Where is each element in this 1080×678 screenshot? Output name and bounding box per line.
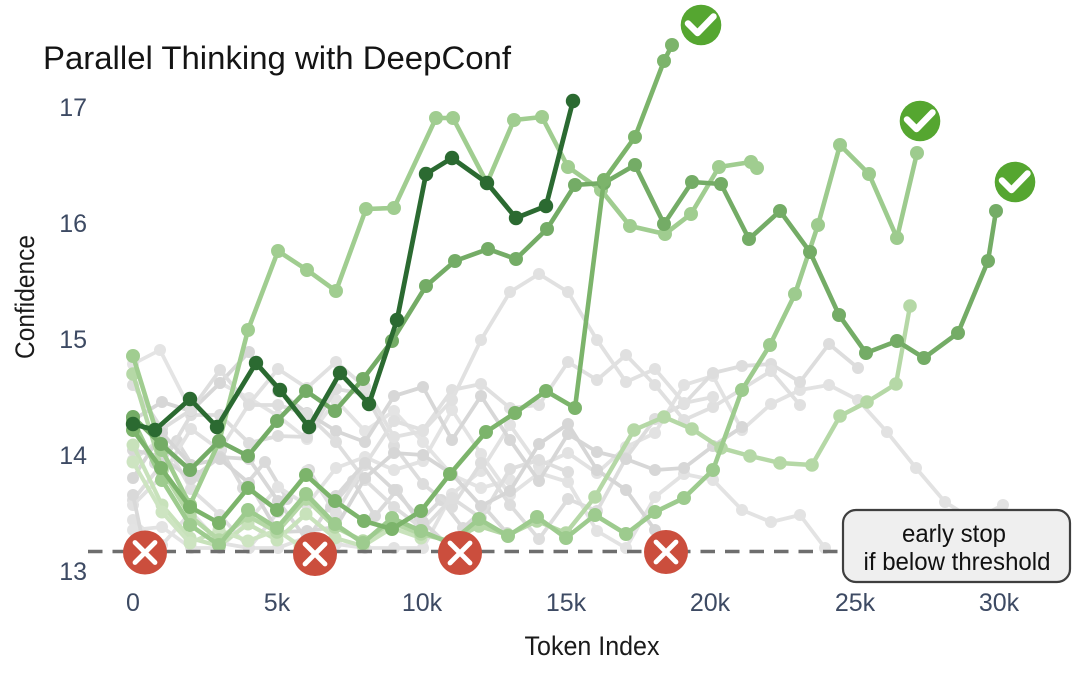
- svg-text:30k: 30k: [979, 589, 1020, 617]
- svg-text:Token Index: Token Index: [525, 631, 660, 661]
- svg-text:16: 16: [59, 210, 87, 238]
- svg-text:20k: 20k: [690, 589, 731, 617]
- svg-text:Confidence: Confidence: [10, 235, 40, 359]
- svg-text:15k: 15k: [546, 589, 587, 617]
- svg-text:early stop: early stop: [902, 520, 1006, 548]
- svg-text:15: 15: [59, 326, 87, 354]
- svg-text:10k: 10k: [402, 589, 443, 617]
- svg-text:25k: 25k: [835, 589, 876, 617]
- svg-text:17: 17: [59, 94, 87, 122]
- svg-text:14: 14: [59, 442, 87, 470]
- svg-text:if below threshold: if below threshold: [864, 548, 1051, 576]
- svg-text:13: 13: [59, 558, 87, 586]
- svg-text:Parallel Thinking with DeepCon: Parallel Thinking with DeepConf: [43, 40, 511, 76]
- svg-text:0: 0: [126, 589, 140, 617]
- svg-text:5k: 5k: [264, 589, 291, 617]
